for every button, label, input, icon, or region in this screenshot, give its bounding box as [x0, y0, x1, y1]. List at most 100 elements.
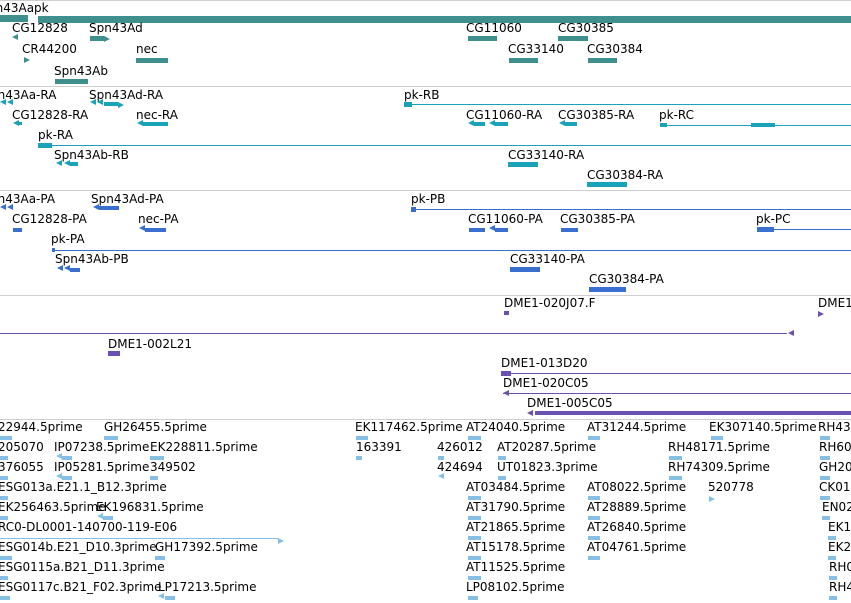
- track-separator: [0, 86, 851, 87]
- feature-label: 205070: [0, 440, 44, 454]
- feature-label: GH26455.5prime: [104, 420, 207, 434]
- strand-left-arrow-icon: [527, 410, 533, 416]
- feature-block: [104, 102, 118, 106]
- feature-block: [468, 596, 478, 600]
- feature-label: EN02: [822, 500, 851, 514]
- feature-block: [0, 436, 12, 440]
- feature-block: [588, 556, 600, 560]
- feature-label: CK01: [819, 480, 851, 494]
- strand-left-arrow-icon: [93, 204, 99, 210]
- feature-label: CR44200: [22, 42, 77, 56]
- feature-label: ESG0117c.B21_F02.3prime: [0, 580, 162, 594]
- strand-left-arrow-icon: [56, 453, 62, 459]
- feature-label: CG11060: [466, 21, 522, 35]
- feature-intron-line: [52, 145, 851, 146]
- feature-block: [0, 496, 8, 500]
- feature-label: Spn43Ad-RA: [89, 88, 164, 102]
- feature-intron-line: [412, 104, 851, 105]
- strand-left-arrow-icon: [559, 120, 565, 126]
- feature-label: nec-PA: [138, 212, 179, 226]
- track-separator: [0, 419, 851, 420]
- feature-intron-line: [511, 373, 851, 374]
- feature-block: [468, 496, 481, 500]
- feature-label: 376055: [0, 460, 44, 474]
- feature-label: DME1-002L21: [108, 337, 192, 351]
- feature-label: AT31244.5prime: [587, 420, 687, 434]
- feature-block: [820, 436, 830, 440]
- strand-left-arrow-icon: [64, 160, 70, 166]
- feature-block: [757, 227, 774, 232]
- feature-block: [145, 228, 166, 232]
- feature-label: DME1: [818, 296, 851, 310]
- feature-label: pk-PC: [756, 212, 791, 226]
- feature-block: [504, 311, 509, 315]
- feature-label: AT08022.5prime: [587, 480, 687, 494]
- feature-block: [62, 476, 72, 480]
- feature-block: [498, 456, 506, 460]
- feature-label: AT26840.5prime: [587, 520, 687, 534]
- feature-label: CG30384: [587, 42, 643, 56]
- feature-label: RH43: [818, 420, 851, 434]
- feature-block: [103, 516, 113, 520]
- feature-label: RC0-DL0001-140700-119-E06: [0, 520, 178, 534]
- feature-block: [829, 576, 837, 580]
- feature-label: Spn43Ad: [89, 21, 143, 35]
- feature-label: AT15178.5prime: [466, 540, 566, 554]
- strand-left-arrow-icon: [139, 225, 145, 231]
- strand-left-arrow-icon: [788, 330, 794, 336]
- feature-block: [70, 268, 80, 272]
- feature-label: GH17392.5prime: [155, 540, 258, 554]
- feature-label: CG33140-RA: [508, 148, 585, 162]
- strand-left-arrow-icon: [7, 204, 13, 210]
- feature-block: [0, 456, 8, 460]
- feature-block: [70, 162, 78, 166]
- feature-label: 349502: [150, 460, 196, 474]
- feature-label: EK196831.5prime: [96, 500, 204, 514]
- feature-label: GH20: [819, 460, 851, 474]
- feature-label: CG30385-RA: [558, 108, 635, 122]
- feature-label: LP17213.5prime: [158, 580, 257, 594]
- feature-block: [828, 536, 836, 540]
- feature-label: 424694: [437, 460, 483, 474]
- strand-left-arrow-icon: [56, 160, 62, 166]
- feature-block: [19, 122, 22, 125]
- feature-label: pk-RC: [659, 108, 695, 122]
- feature-label: EK256463.5prime: [0, 500, 106, 514]
- feature-block: [90, 36, 104, 41]
- feature-label: DME1-013D20: [501, 356, 588, 370]
- feature-block: [108, 351, 120, 356]
- feature-label: IP05281.5prime: [54, 460, 150, 474]
- feature-block: [0, 15, 28, 22]
- strand-left-arrow-icon: [0, 204, 6, 210]
- feature-intron-line: [0, 333, 787, 334]
- feature-block: [828, 556, 836, 560]
- feature-block: [495, 122, 508, 126]
- feature-label: CG30384-PA: [589, 272, 664, 286]
- feature-label: CG12828-PA: [12, 212, 87, 226]
- strand-left-arrow-icon: [438, 473, 444, 479]
- feature-label: UT01823.3prime: [497, 460, 598, 474]
- feature-label: CG11060-PA: [468, 212, 543, 226]
- strand-left-arrow-icon: [503, 390, 509, 396]
- feature-label: AT04761.5prime: [587, 540, 687, 554]
- feature-block: [509, 58, 538, 63]
- feature-block: [150, 456, 164, 460]
- feature-intron-line: [0, 538, 278, 539]
- feature-label: Spn43Ad-PA: [91, 192, 164, 206]
- feature-block: [55, 79, 88, 84]
- feature-intron-line: [416, 209, 851, 210]
- feature-block: [469, 228, 485, 232]
- feature-block: [498, 476, 506, 480]
- feature-label: EK1: [828, 520, 851, 534]
- feature-block: [165, 596, 175, 600]
- feature-block: [660, 123, 667, 127]
- strand-left-arrow-icon: [57, 265, 63, 271]
- feature-block: [0, 596, 10, 600]
- feature-label: Spn43Ab-PB: [55, 252, 129, 266]
- feature-block: [588, 496, 600, 500]
- feature-label: ESG013a.E21.1_B12.3prime: [0, 480, 167, 494]
- strand-left-arrow-icon: [489, 120, 495, 126]
- feature-label: ESG014b.E21_D10.3prime: [0, 540, 157, 554]
- feature-block: [0, 476, 8, 480]
